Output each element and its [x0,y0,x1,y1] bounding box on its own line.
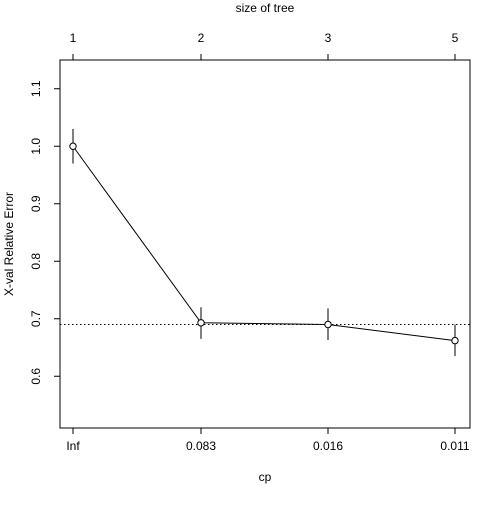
top-tick-label: 2 [198,31,205,45]
y-tick-label: 0.7 [29,310,43,327]
top-tick-label: 5 [452,31,459,45]
y-axis-title: X-val Relative Error [2,192,16,296]
y-tick-label: 1.1 [29,80,43,97]
x-tick-label: Inf [66,439,80,453]
x-tick-label: 0.016 [313,439,343,453]
x-tick-label: 0.083 [186,439,216,453]
x-axis-title: cp [259,470,272,484]
y-tick-label: 0.8 [29,253,43,270]
data-point [69,142,77,150]
data-point [324,320,332,329]
top-tick-label: 3 [325,31,332,45]
top-axis-title: size of tree [236,1,295,15]
plot-frame [59,59,471,429]
y-tick-label: 0.9 [29,195,43,212]
chart-marks: 0.6 0.7 0.8 0.9 1.0 1.1 Inf 0.083 0.016 0.011 1 2 3 5 [29,31,470,453]
x-tick-label: 0.011 [440,439,469,453]
y-tick-label: 0.6 [29,368,43,385]
data-point [197,319,205,327]
series-line [72,145,456,342]
y-tick-label: 1.0 [29,138,43,155]
top-tick-label: 1 [70,31,77,45]
data-point [451,336,459,345]
